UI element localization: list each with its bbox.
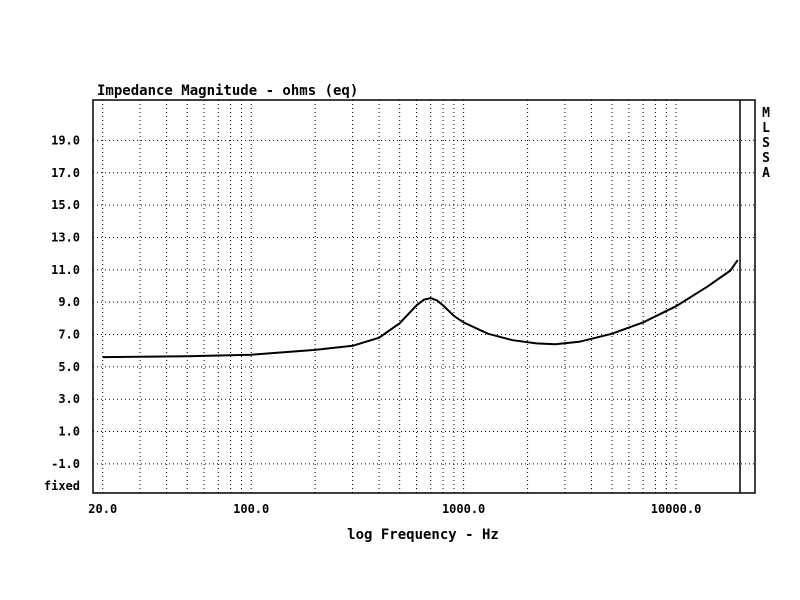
y-tick-label: -1.0 bbox=[51, 457, 80, 471]
y-tick-label: 3.0 bbox=[58, 392, 80, 406]
y-tick-label: 11.0 bbox=[51, 263, 80, 277]
grid bbox=[93, 100, 755, 493]
y-axis: 19.0 17.0 15.0 13.0 11.0 9.0 7.0 5.0 3.0 1.0 -1.0 f… bbox=[44, 133, 80, 493]
x-tick-label: 1000.0 bbox=[442, 502, 485, 516]
side-label-char: S bbox=[762, 136, 770, 151]
side-label-char: M bbox=[762, 106, 770, 121]
side-label-char: S bbox=[762, 151, 770, 166]
y-tick-label: 19.0 bbox=[51, 133, 80, 147]
y-tick-label: 1.0 bbox=[58, 425, 80, 439]
side-label-char: A bbox=[762, 166, 770, 181]
y-tick-label: 13.0 bbox=[51, 230, 80, 244]
chart-title: Impedance Magnitude - ohms (eq) bbox=[97, 83, 358, 99]
impedance-series-line bbox=[102, 259, 739, 359]
y-tick-label: 5.0 bbox=[58, 360, 80, 374]
x-tick-label: 10000.0 bbox=[651, 502, 702, 516]
plot-frame bbox=[92, 99, 756, 494]
y-tick-label: 7.0 bbox=[58, 328, 80, 342]
y-floor-label: fixed bbox=[44, 479, 80, 493]
y-tick-label: 9.0 bbox=[58, 295, 80, 309]
x-tick-label: 20.0 bbox=[88, 502, 117, 516]
y-tick-label: 17.0 bbox=[51, 166, 80, 180]
x-tick-label: 100.0 bbox=[233, 502, 269, 516]
y-tick-label: 15.0 bbox=[51, 198, 80, 212]
side-label-char: L bbox=[762, 121, 770, 136]
x-axis: 20.0 100.0 1000.0 10000.0 bbox=[88, 502, 701, 516]
x-axis-label: log Frequency - Hz bbox=[347, 527, 499, 543]
